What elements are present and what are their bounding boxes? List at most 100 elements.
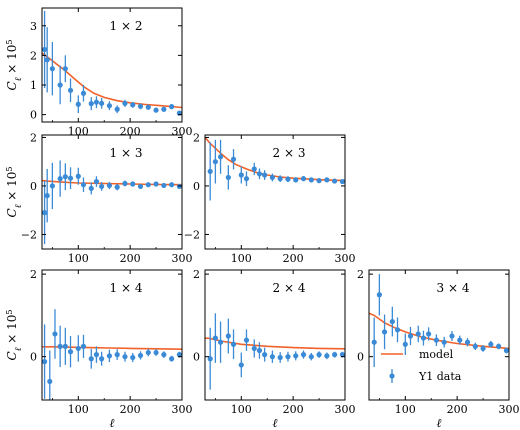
- data-point: [161, 352, 167, 358]
- data-point: [207, 356, 213, 362]
- data-point: [122, 100, 128, 106]
- data-point: [88, 101, 94, 107]
- data-point: [217, 339, 224, 345]
- data-point: [80, 90, 87, 96]
- data-point: [262, 352, 268, 358]
- axes-frame: [41, 269, 183, 401]
- data-point: [449, 333, 455, 339]
- data-point: [106, 353, 113, 359]
- data-point: [503, 347, 509, 354]
- data-point: [42, 210, 48, 216]
- panel-title: 2 × 3: [273, 146, 306, 160]
- plot-area: [205, 313, 345, 390]
- model-line: [205, 337, 345, 350]
- x-tick-label: 100: [68, 403, 89, 416]
- data-point: [49, 66, 55, 72]
- data-point: [300, 176, 307, 182]
- data-point: [57, 343, 63, 349]
- model-line: [369, 312, 509, 350]
- data-point: [130, 354, 136, 361]
- data-point: [176, 352, 182, 358]
- y-tick-label: 0: [30, 351, 37, 364]
- panel-3x4: 100 200 300 0 2 3 × 4 ℓ model Y1 data: [357, 268, 520, 430]
- model-line: [42, 52, 182, 109]
- data-point: [402, 341, 408, 347]
- x-tick-label: 200: [283, 252, 304, 265]
- data-point: [457, 337, 463, 343]
- data-point: [285, 176, 291, 182]
- y-tick-label: 0: [357, 351, 364, 364]
- x-tick-label: 300: [172, 403, 193, 416]
- data-point: [332, 352, 338, 358]
- data-point: [62, 343, 68, 349]
- panel-2x4: 100 200 300 0 2 2 × 4 ℓ: [193, 268, 356, 430]
- panel-title: 1 × 2: [110, 19, 143, 33]
- legend: model Y1 data: [381, 348, 462, 383]
- data-point: [137, 352, 144, 359]
- x-tick-label: 200: [120, 252, 141, 265]
- data-point: [93, 178, 100, 185]
- model-line: [42, 179, 182, 186]
- plot-area: [42, 10, 182, 116]
- data-point: [339, 178, 345, 185]
- data-point: [415, 331, 421, 337]
- y-tick-label: 2: [193, 131, 200, 144]
- data-point: [44, 57, 50, 63]
- data-point: [238, 172, 244, 178]
- data-point: [75, 101, 81, 107]
- y-tick-label: −2: [184, 228, 200, 241]
- panel-title: 1 × 4: [110, 281, 143, 295]
- data-point: [207, 168, 213, 174]
- data-point: [153, 107, 159, 113]
- data-point: [57, 176, 63, 182]
- y-tick-label: 0: [193, 180, 200, 193]
- data-point: [251, 345, 257, 352]
- data-point: [62, 174, 68, 180]
- y-tick-label: 0: [30, 109, 37, 122]
- data-point: [52, 331, 58, 337]
- y-axis-label: Cℓ × 105: [5, 167, 25, 218]
- data-point: [88, 185, 94, 191]
- data-point: [256, 171, 263, 177]
- data-point: [407, 333, 414, 339]
- data-point: [122, 180, 128, 187]
- data-point: [269, 174, 276, 181]
- x-tick-label: 300: [335, 252, 356, 265]
- data-point: [381, 329, 388, 335]
- data-point: [225, 174, 231, 181]
- x-tick-label: 100: [395, 403, 416, 416]
- data-point: [293, 353, 299, 359]
- data-point: [420, 335, 427, 341]
- data-point: [106, 182, 113, 189]
- data-point: [145, 182, 151, 188]
- data-point: [277, 176, 283, 182]
- data-point: [332, 178, 338, 184]
- data-point: [324, 177, 330, 183]
- y-tick-label: 1: [30, 79, 37, 92]
- x-tick-label: 100: [231, 252, 252, 265]
- x-tick-label: 300: [172, 252, 193, 265]
- y-tick-label: 3: [30, 20, 37, 33]
- data-point: [480, 345, 486, 352]
- data-point: [169, 104, 175, 110]
- data-point: [44, 193, 50, 199]
- plot-area: [369, 274, 509, 367]
- axes-frame: [41, 7, 183, 123]
- panel-title: 3 × 4: [437, 281, 470, 295]
- data-point: [225, 333, 231, 339]
- plot-area: [42, 160, 182, 245]
- data-point: [67, 349, 74, 355]
- data-point: [293, 177, 299, 183]
- data-point: [130, 102, 136, 108]
- axes-frame: [204, 269, 346, 401]
- data-point: [339, 352, 345, 358]
- y-tick-label: 2: [357, 268, 364, 281]
- data-point: [441, 339, 447, 345]
- data-point: [433, 337, 440, 343]
- y-tick-label: 2: [30, 268, 37, 281]
- data-point: [88, 356, 94, 362]
- data-point: [230, 341, 237, 347]
- legend-data-label: Y1 data: [418, 370, 462, 383]
- data-point: [99, 356, 105, 362]
- axes-frame: [368, 269, 510, 401]
